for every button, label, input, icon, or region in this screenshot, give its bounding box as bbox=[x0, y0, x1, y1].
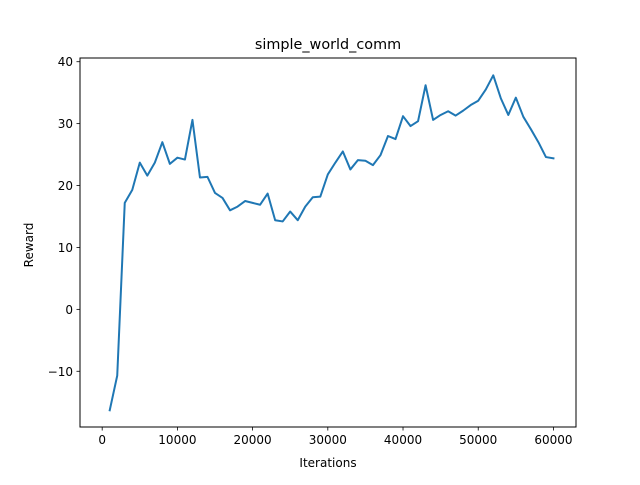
y-tick-label: 20 bbox=[58, 179, 73, 193]
y-tick-label: 0 bbox=[65, 303, 73, 317]
x-tick-label: 20000 bbox=[234, 433, 272, 447]
axes-frame bbox=[79, 57, 577, 428]
x-tick-label: 60000 bbox=[534, 433, 572, 447]
x-tick-label: 50000 bbox=[459, 433, 497, 447]
reward-series-line bbox=[108, 74, 555, 412]
axis-ticks: 0 10000 20000 30000 40000 50000 60000 −10 0 10 20 3… bbox=[48, 55, 573, 447]
y-tick-label: 30 bbox=[58, 117, 73, 131]
y-tick-label: 10 bbox=[58, 241, 73, 255]
plot-area bbox=[108, 74, 555, 412]
x-tick-label: 40000 bbox=[384, 433, 422, 447]
x-tick-label: 0 bbox=[98, 433, 106, 447]
x-tick-label: 30000 bbox=[309, 433, 347, 447]
x-tick-label: 10000 bbox=[158, 433, 196, 447]
y-tick-label: −10 bbox=[48, 365, 73, 379]
chart-title: simple_world_comm bbox=[255, 37, 401, 53]
y-axis-label: Reward bbox=[22, 223, 36, 268]
y-tick-label: 40 bbox=[58, 55, 73, 69]
x-axis-label: Iterations bbox=[299, 456, 356, 470]
